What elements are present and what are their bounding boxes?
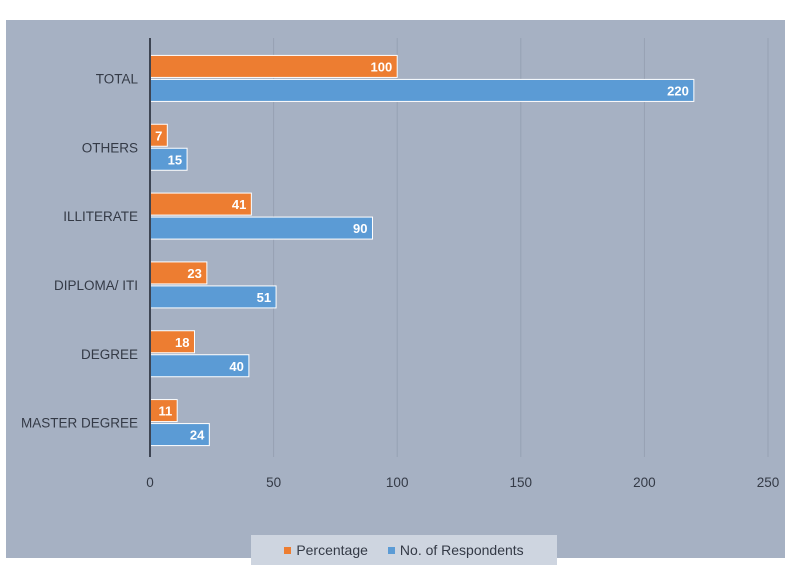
chart-panel: TOTAL 100 220 OTHERS 7 15 ILLITERATE 41 90 DIPLOM… (6, 20, 785, 565)
data-label-no-of-respondents-illiterate: 90 (353, 221, 367, 236)
bar-no-of-respondents-total (149, 78, 695, 102)
data-label-percentage-total: 100 (370, 59, 392, 74)
x-tick-label: 100 (386, 475, 409, 490)
legend-item-respondents: No. of Respondents (387, 542, 524, 558)
x-tick-label: 250 (757, 475, 780, 490)
data-label-percentage-degree: 18 (175, 335, 189, 350)
x-tick-label: 50 (266, 475, 281, 490)
bar-no-of-respondents-illiterate (149, 216, 373, 240)
category-label-illiterate: ILLITERATE (63, 209, 138, 224)
x-tick-label: 150 (510, 475, 533, 490)
chart-legend: Percentage No. of Respondents (251, 535, 557, 565)
legend-label-respondents: No. of Respondents (399, 542, 524, 558)
legend-swatch-respondents (387, 546, 395, 554)
category-label-others: OTHERS (82, 140, 138, 155)
data-label-no-of-respondents-master-degree: 24 (190, 428, 205, 443)
data-label-percentage-diploma-iti: 23 (187, 266, 201, 281)
x-tick-label: 0 (146, 475, 154, 490)
data-label-percentage-master-degree: 11 (158, 404, 172, 419)
legend-swatch-percentage (284, 546, 292, 554)
data-label-no-of-respondents-diploma-iti: 51 (257, 290, 271, 305)
category-label-diploma-iti: DIPLOMA/ ITI (54, 278, 138, 293)
data-label-percentage-others: 7 (155, 128, 162, 143)
data-label-no-of-respondents-total: 220 (667, 83, 689, 98)
x-tick-label: 200 (633, 475, 656, 490)
data-label-percentage-illiterate: 41 (232, 197, 246, 212)
category-label-master-degree: MASTER DEGREE (21, 416, 138, 431)
data-label-no-of-respondents-others: 15 (168, 152, 182, 167)
category-label-total: TOTAL (96, 71, 139, 86)
category-label-degree: DEGREE (81, 347, 138, 362)
data-label-no-of-respondents-degree: 40 (229, 359, 243, 374)
legend-label-percentage: Percentage (296, 542, 368, 558)
chart-plot: TOTAL 100 220 OTHERS 7 15 ILLITERATE 41 90 DIPLOM… (21, 38, 780, 490)
bar-percentage-total (149, 54, 398, 78)
legend-item-percentage: Percentage (284, 542, 368, 558)
